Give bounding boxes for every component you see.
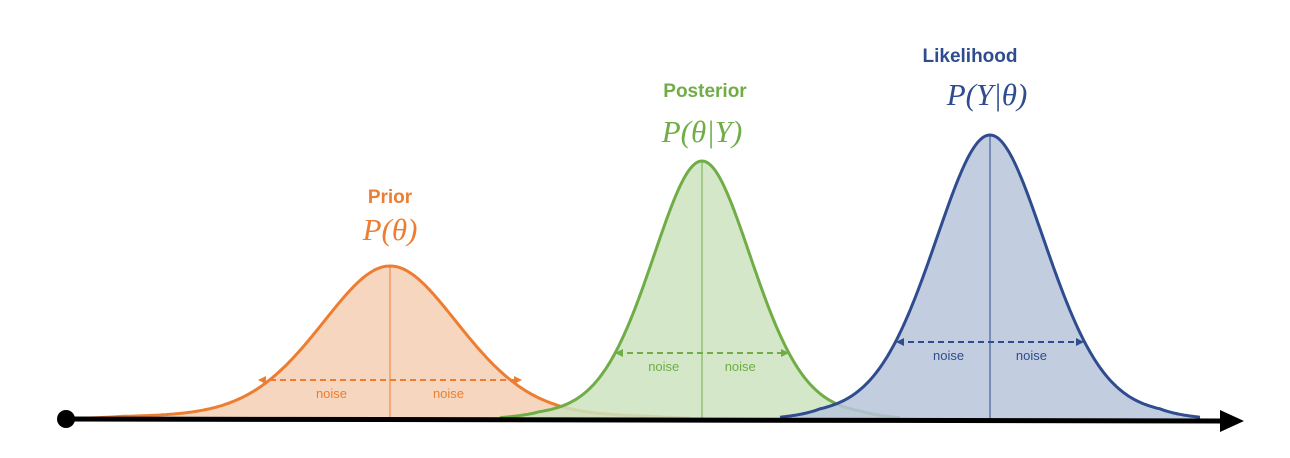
posterior-noise-left-label: noise [648, 359, 679, 374]
prior-curve-fill [82, 266, 690, 419]
likelihood-title: Likelihood [923, 46, 1018, 67]
posterior-noise-right-label: noise [725, 359, 756, 374]
posterior-curve-line [499, 159, 901, 420]
likelihood-noise-left-label: noise [933, 348, 964, 363]
posterior-curve-group: noise noise [499, 159, 901, 420]
axis-origin-dot [57, 410, 75, 428]
theta-axis [57, 410, 1244, 432]
likelihood-formula: P(Y|θ) [946, 77, 1028, 112]
likelihood-curve-group: noise noise [779, 133, 1201, 419]
prior-formula: P(θ) [362, 212, 418, 247]
likelihood-noise-right-label: noise [1016, 348, 1047, 363]
prior-noise-right-label: noise [433, 386, 464, 401]
prior-title: Prior [368, 187, 413, 208]
posterior-title: Posterior [663, 81, 747, 102]
posterior-curve-fill [500, 161, 900, 419]
axis-arrowhead [1220, 410, 1244, 432]
posterior-formula: P(θ|Y) [661, 114, 743, 149]
axis-line [65, 416, 1227, 424]
prior-noise-left-label: noise [316, 386, 347, 401]
